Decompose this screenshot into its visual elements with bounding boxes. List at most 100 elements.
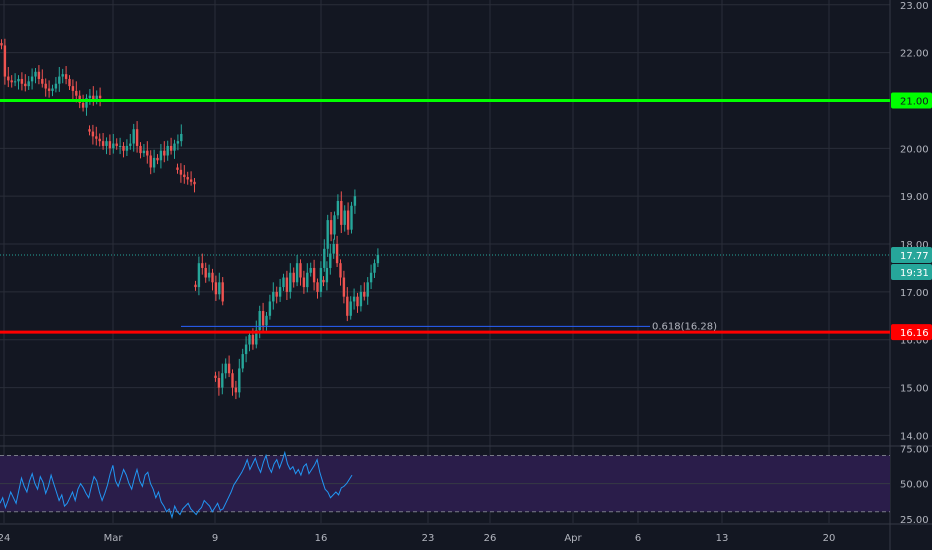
fibonacci-retracement[interactable]: 0.618(16.28) — [181, 321, 717, 332]
rsi-line[interactable] — [0, 450, 353, 520]
candle-body[interactable] — [149, 155, 152, 168]
candle-body[interactable] — [292, 272, 295, 283]
candle-body[interactable] — [319, 267, 323, 292]
candle-body[interactable] — [7, 76, 10, 81]
candle-body[interactable] — [101, 141, 105, 146]
candle-body[interactable] — [189, 179, 193, 182]
candle-body[interactable] — [37, 71, 41, 79]
candle-body[interactable] — [17, 78, 20, 82]
candle-body[interactable] — [75, 90, 78, 96]
candle-body[interactable] — [356, 296, 359, 307]
candle-body[interactable] — [30, 76, 34, 82]
candle-body[interactable] — [214, 375, 217, 379]
candle-body[interactable] — [350, 205, 353, 230]
candle-body[interactable] — [81, 102, 85, 108]
candle-body[interactable] — [68, 78, 71, 87]
candle-body[interactable] — [352, 296, 356, 302]
candle-body[interactable] — [112, 143, 115, 149]
candle-body[interactable] — [238, 368, 241, 393]
candle-body[interactable] — [251, 334, 255, 345]
candle-body[interactable] — [339, 263, 342, 278]
candle-body[interactable] — [278, 287, 282, 297]
candle-body[interactable] — [244, 344, 248, 355]
candle-body[interactable] — [193, 181, 196, 185]
candle-body[interactable] — [285, 277, 289, 292]
candle-body[interactable] — [115, 143, 118, 146]
candle-body[interactable] — [108, 141, 112, 149]
candle-body[interactable] — [98, 138, 101, 142]
candle-body[interactable] — [329, 253, 332, 268]
candle-body[interactable] — [183, 174, 186, 178]
candle-body[interactable] — [268, 301, 272, 316]
candle-body[interactable] — [20, 78, 24, 84]
candle-body[interactable] — [221, 373, 224, 388]
candle-body[interactable] — [214, 282, 218, 295]
candle-body[interactable] — [44, 83, 47, 89]
candle-body[interactable] — [333, 215, 336, 235]
candle-body[interactable] — [335, 244, 339, 264]
candle-body[interactable] — [0, 43, 3, 46]
candle-body[interactable] — [346, 210, 350, 230]
candle-body[interactable] — [173, 143, 176, 151]
candle-body[interactable] — [255, 330, 258, 345]
candle-body[interactable] — [34, 71, 37, 77]
candle-body[interactable] — [363, 291, 366, 297]
candle-body[interactable] — [71, 86, 75, 91]
candle-body[interactable] — [88, 129, 91, 132]
candle-body[interactable] — [211, 272, 214, 283]
candle-body[interactable] — [349, 301, 352, 316]
candle-body[interactable] — [61, 74, 64, 77]
candle-body[interactable] — [340, 200, 343, 225]
candle-body[interactable] — [207, 272, 211, 278]
candle-body[interactable] — [166, 145, 169, 156]
candle-body[interactable] — [299, 263, 302, 278]
candle-body[interactable] — [41, 78, 44, 84]
candle-body[interactable] — [95, 136, 98, 139]
candle-body[interactable] — [248, 334, 251, 345]
candle-body[interactable] — [322, 279, 325, 283]
candles[interactable] — [0, 38, 380, 400]
candle-body[interactable] — [302, 277, 306, 288]
candle-body[interactable] — [366, 282, 369, 297]
candle-body[interactable] — [125, 145, 129, 151]
candle-body[interactable] — [289, 272, 292, 292]
candle-body[interactable] — [122, 145, 125, 151]
candle-body[interactable] — [234, 387, 238, 393]
candle-body[interactable] — [346, 296, 349, 316]
candle-body[interactable] — [197, 263, 201, 288]
candle-body[interactable] — [221, 282, 224, 302]
candle-body[interactable] — [88, 95, 92, 99]
candle-body[interactable] — [163, 150, 166, 156]
candle-body[interactable] — [180, 133, 183, 142]
candle-body[interactable] — [179, 169, 183, 175]
candle-body[interactable] — [275, 291, 278, 297]
candle-body[interactable] — [241, 354, 244, 369]
candle-body[interactable] — [258, 311, 261, 331]
candle-body[interactable] — [323, 248, 326, 268]
candle-body[interactable] — [325, 267, 329, 283]
candle-body[interactable] — [159, 150, 163, 161]
candle-body[interactable] — [227, 363, 231, 374]
candle-body[interactable] — [98, 95, 102, 99]
candle-body[interactable] — [91, 131, 95, 137]
candle-body[interactable] — [217, 378, 221, 388]
candle-body[interactable] — [376, 255, 380, 264]
candle-body[interactable] — [129, 143, 132, 146]
candle-body[interactable] — [142, 150, 146, 154]
candle-body[interactable] — [306, 272, 309, 288]
candle-body[interactable] — [3, 45, 7, 77]
candle-body[interactable] — [58, 76, 61, 84]
candle-body[interactable] — [156, 157, 159, 161]
candle-body[interactable] — [265, 315, 268, 326]
candle-body[interactable] — [95, 95, 98, 101]
candle-body[interactable] — [92, 95, 95, 101]
candle-body[interactable] — [343, 210, 346, 225]
candle-body[interactable] — [176, 167, 179, 170]
candle-body[interactable] — [224, 363, 227, 374]
candle-body[interactable] — [332, 244, 335, 254]
candle-body[interactable] — [204, 267, 207, 278]
candle-body[interactable] — [64, 74, 68, 79]
candle-body[interactable] — [176, 141, 180, 144]
candle-body[interactable] — [152, 157, 156, 168]
